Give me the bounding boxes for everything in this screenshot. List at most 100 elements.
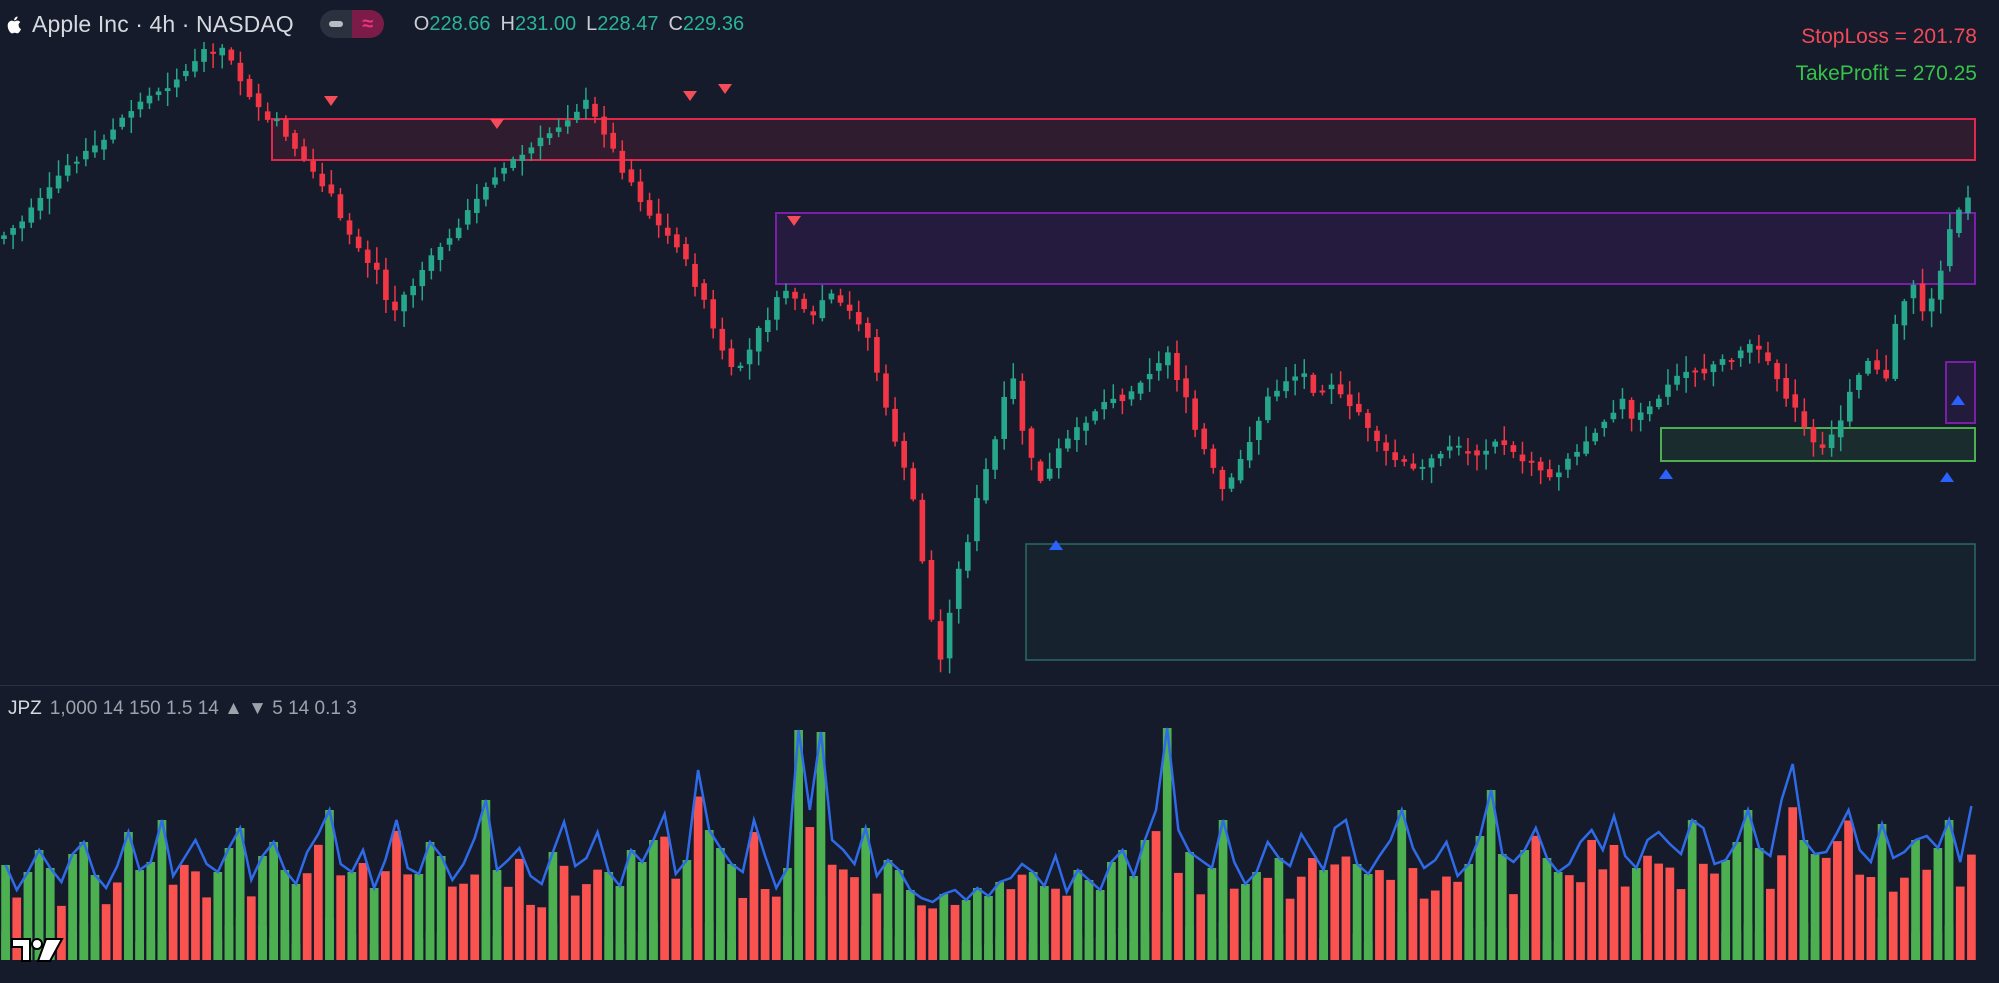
price-pane[interactable]: Apple Inc · 4h · NASDAQ ≈ O228.66 H231.0… (0, 0, 1999, 685)
candle (1292, 363, 1298, 396)
candle (1419, 459, 1426, 481)
symbol-title[interactable]: Apple Inc · 4h · NASDAQ (32, 10, 294, 37)
candle (155, 87, 162, 101)
volume-bar (213, 872, 223, 960)
candle (601, 105, 607, 148)
candle (1283, 367, 1289, 399)
candle (1856, 372, 1862, 399)
candle (1583, 426, 1589, 457)
indicator-name[interactable]: JPZ (8, 698, 42, 719)
candle (110, 118, 116, 144)
volume-bar (191, 871, 200, 960)
volume-bar (1654, 863, 1664, 960)
approx-wave-icon[interactable]: ≈ (351, 10, 384, 38)
candle (1665, 369, 1671, 406)
volume-bar (928, 908, 938, 960)
candle (919, 493, 926, 564)
volume-bar (1631, 868, 1641, 960)
candle (1365, 409, 1371, 442)
candle (373, 247, 380, 285)
candle (619, 140, 626, 180)
volume-bar (369, 888, 379, 960)
volume-bar (157, 820, 167, 960)
small-purple-box (1945, 361, 1976, 424)
candle (283, 115, 289, 142)
candle (1837, 405, 1844, 452)
volume-bar (972, 888, 982, 960)
candle (1410, 453, 1417, 471)
candle (328, 170, 335, 197)
indicator-pane[interactable]: JPZ 1,000 14 150 1.5 14 ▲ ▼ 5 14 0.1 3 (0, 686, 1999, 983)
candle (37, 188, 44, 220)
volume-bar (1084, 880, 1094, 960)
volume-bar (1017, 874, 1027, 960)
candle (783, 283, 789, 305)
visibility-toggle[interactable]: ≈ (319, 10, 384, 38)
candle (446, 228, 453, 252)
volume-bar (537, 907, 547, 960)
volume-bar (1576, 882, 1585, 960)
volume-bar (1922, 869, 1932, 960)
volume-bar (258, 856, 267, 960)
volume-bar (1419, 898, 1429, 960)
candle (1801, 398, 1808, 436)
candle (1946, 214, 1953, 272)
volume-bar (1174, 872, 1183, 960)
close-value: 229.36 (682, 12, 745, 35)
volume-bar (1207, 868, 1217, 960)
candle (801, 293, 807, 313)
volume-bar (179, 864, 189, 960)
volume-bar (894, 870, 904, 960)
candle (1383, 434, 1389, 466)
candle (1819, 431, 1826, 455)
candle (755, 325, 762, 366)
candle (1746, 339, 1753, 364)
candle (1146, 358, 1153, 392)
candle (346, 213, 353, 245)
volume-bar (459, 883, 468, 960)
volume-bar (593, 869, 602, 960)
candle (1128, 385, 1135, 406)
candle (974, 484, 980, 552)
candle (1492, 439, 1499, 454)
candle (1692, 367, 1699, 387)
volume-bar (1743, 810, 1753, 960)
volume-bar (347, 872, 357, 960)
volume-bar (235, 828, 245, 960)
minus-icon[interactable] (319, 10, 352, 38)
candle (1865, 357, 1871, 376)
price-chart[interactable] (0, 0, 1999, 685)
volume-bar (492, 870, 502, 960)
volume-bar (101, 904, 111, 960)
candle (892, 397, 898, 447)
candle (1683, 356, 1689, 393)
volume-bar (749, 832, 759, 960)
candle (1165, 346, 1171, 379)
candle (1337, 371, 1344, 399)
tradingview-logo-icon[interactable] (10, 937, 64, 963)
candle (383, 257, 389, 314)
candle (519, 144, 526, 176)
candle (183, 63, 189, 82)
candle (228, 47, 235, 65)
volume-bar (1408, 868, 1418, 960)
volume-bar (1341, 856, 1351, 960)
volume-chart[interactable] (0, 686, 1999, 983)
volume-bar (146, 862, 156, 960)
candle (83, 138, 89, 167)
pane-separator[interactable] (0, 685, 1999, 686)
candle (1374, 425, 1380, 452)
buy-signal-triangle-icon (1659, 469, 1673, 479)
candle (1637, 402, 1644, 432)
candle (64, 153, 71, 182)
candle (1092, 409, 1098, 425)
candle (1719, 354, 1726, 372)
candle (1428, 454, 1435, 484)
candle (1455, 436, 1462, 456)
volume-bar (1475, 836, 1485, 960)
high-value: 231.00 (514, 12, 577, 35)
candle (955, 561, 962, 624)
candle (574, 104, 580, 123)
volume-bar (168, 884, 178, 960)
candle (137, 92, 144, 118)
